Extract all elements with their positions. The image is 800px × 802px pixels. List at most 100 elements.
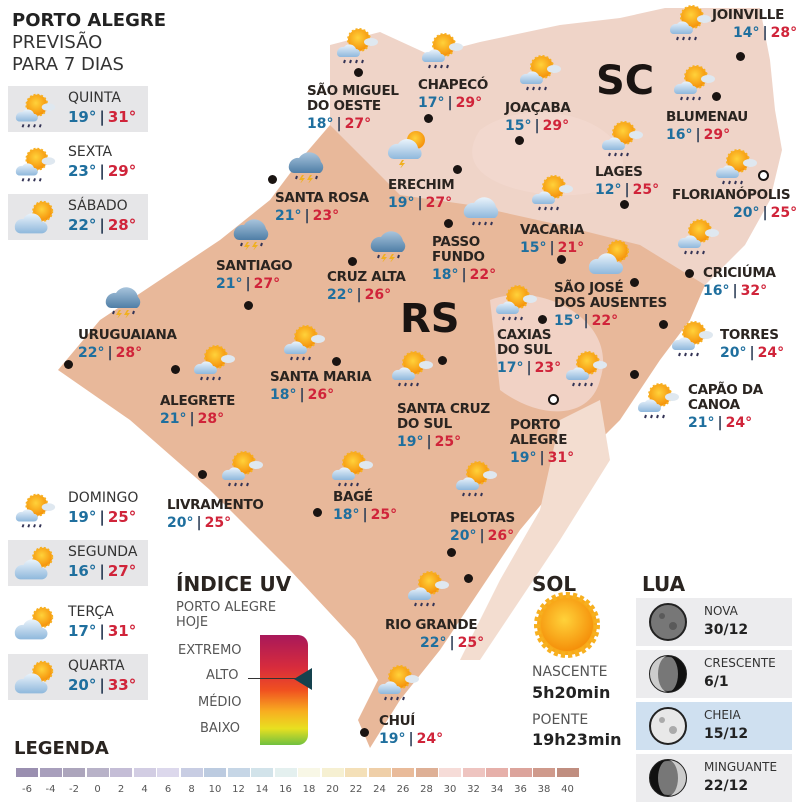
city-dot[interactable]: [424, 114, 433, 123]
temperature-range: 19° | 27°: [388, 195, 452, 211]
min-temp: 22°: [327, 287, 354, 303]
city-name-line: CHUÍ: [379, 713, 415, 729]
light-region: [472, 112, 624, 412]
min-temp: 15°: [505, 118, 532, 134]
sun-cloud-rain-icon: [452, 458, 500, 498]
city-dot[interactable]: [685, 269, 694, 278]
legend-color-swatch: [227, 768, 250, 777]
city-name-line: FUNDO: [432, 249, 485, 265]
separator: |: [447, 95, 453, 111]
legend-tick-label: 22: [349, 784, 363, 795]
city-name-line: DO SUL: [397, 416, 452, 432]
min-temp: 19°: [68, 108, 97, 126]
city-name-line: SANTA MARIA: [270, 369, 372, 385]
city-dot[interactable]: [438, 356, 447, 365]
temperature-range: 17° | 23°: [497, 360, 561, 376]
city-dot[interactable]: [64, 360, 73, 369]
city-name: BAGÉ: [333, 490, 373, 505]
city-name: RIO GRANDE: [385, 617, 478, 633]
temperature-range: 19° | 25°: [68, 508, 136, 526]
legend-color-swatch: [86, 768, 109, 777]
city-dot[interactable]: [198, 470, 207, 479]
temperature-range: 19° | 31°: [510, 450, 574, 466]
city-dot[interactable]: [548, 394, 559, 405]
legend-color-swatch: [321, 768, 344, 777]
sun-cloud-rain-icon: [190, 342, 238, 382]
legend-tick-label: 40: [561, 784, 574, 795]
temperature-range: 15° | 29°: [505, 118, 569, 134]
city-name: CHUÍ: [379, 714, 415, 729]
legend-color-swatch: [486, 768, 508, 777]
separator: |: [362, 507, 368, 523]
legend-tick-label: 34: [490, 784, 504, 795]
sun-cloud-rain-icon: [674, 216, 722, 256]
min-temp: 19°: [388, 195, 415, 211]
separator: |: [624, 182, 630, 198]
city-dot[interactable]: [453, 165, 462, 174]
legend-tick-label: 8: [188, 784, 195, 795]
legend-color-swatch: [16, 768, 38, 777]
city-dot[interactable]: [444, 219, 453, 228]
state-shape-rs: [58, 125, 705, 748]
legend-color-swatch: [345, 768, 367, 777]
max-temp: 33°: [107, 676, 137, 694]
uv-indicator-arrow: [294, 668, 312, 690]
separator: |: [99, 216, 105, 234]
uv-scale-bar: [260, 635, 308, 745]
min-temp: 17°: [418, 95, 445, 111]
sun-cloud-rain-icon: [333, 25, 381, 65]
city-dot[interactable]: [712, 92, 721, 101]
separator: |: [417, 195, 423, 211]
city-name: SANTA CRUZ DO SUL: [397, 402, 490, 432]
city-name-line: CHAPECÓ: [418, 77, 489, 93]
separator: |: [304, 208, 310, 224]
city-name-line: RIO GRANDE: [385, 617, 478, 633]
city-dot[interactable]: [354, 68, 363, 77]
legend-tick-label: 36: [514, 784, 527, 795]
city-dot[interactable]: [659, 320, 668, 329]
moon-phase-name: MINGUANTE: [704, 760, 778, 774]
min-temp: 16°: [703, 283, 730, 299]
city-dot[interactable]: [630, 278, 639, 287]
min-temp: 17°: [68, 622, 97, 640]
city-dot[interactable]: [538, 315, 547, 324]
max-temp: 26°: [307, 387, 335, 403]
city-name-line: TORRES: [720, 327, 779, 343]
city-dot[interactable]: [313, 508, 322, 517]
city-dot[interactable]: [515, 136, 524, 145]
city-name: TORRES: [720, 328, 779, 343]
city-dot[interactable]: [758, 170, 769, 181]
legend-tick-label: 30: [443, 784, 457, 795]
city-dot[interactable]: [348, 257, 357, 266]
legend-tick-label: -6: [22, 784, 32, 795]
moon-last-quarter-icon: [649, 759, 687, 797]
separator: |: [762, 25, 768, 41]
city-dot[interactable]: [464, 574, 473, 583]
city-dot[interactable]: [171, 365, 180, 374]
city-name-line: SANTA CRUZ: [397, 401, 490, 417]
city-name-line: BAGÉ: [333, 489, 373, 505]
separator: |: [107, 345, 113, 361]
legend-tick-label: 10: [208, 784, 222, 795]
max-temp: 28°: [107, 216, 137, 234]
city-name-line: CANOA: [688, 397, 740, 413]
city-dot[interactable]: [620, 200, 629, 209]
city-dot[interactable]: [630, 370, 639, 379]
separator: |: [583, 313, 589, 329]
city-name: FLORIANÓPOLIS: [672, 188, 791, 203]
city-dot[interactable]: [736, 52, 745, 61]
separator: |: [245, 276, 251, 292]
city-dot[interactable]: [244, 301, 253, 310]
moon-phase-date: 15/12: [704, 726, 749, 742]
moon-phase-date: 22/12: [704, 778, 749, 794]
legend-color-swatch: [368, 768, 391, 777]
city-dot[interactable]: [268, 175, 277, 184]
temperature-range: 19° | 25°: [397, 434, 461, 450]
city-dot[interactable]: [360, 728, 369, 737]
city-dot[interactable]: [557, 255, 566, 264]
cloud-sun-icon: [12, 658, 58, 698]
city-dot[interactable]: [332, 357, 341, 366]
min-temp: 20°: [733, 205, 760, 221]
city-name-line: SANTIAGO: [216, 258, 293, 274]
city-dot[interactable]: [447, 548, 456, 557]
